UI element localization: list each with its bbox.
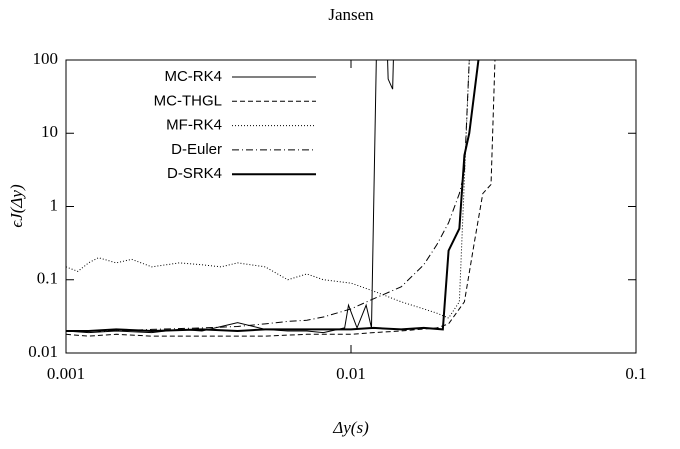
series-line	[66, 60, 470, 332]
y-tick-label: 1	[50, 195, 59, 214]
series-line	[66, 60, 470, 319]
chart-title: Jansen	[328, 5, 374, 24]
legend-label: D-Euler	[171, 141, 222, 158]
y-tick-label: 100	[33, 49, 59, 68]
y-tick-label: 0.1	[37, 269, 58, 288]
legend-label: MC-RK4	[164, 68, 222, 85]
y-tick-label: 10	[41, 122, 58, 141]
x-axis-label: Δy(s)	[332, 418, 369, 437]
legend-label: D-SRK4	[167, 165, 222, 182]
y-tick-label: 0.01	[28, 342, 58, 361]
x-tick-label: 0.1	[625, 364, 646, 383]
series-line	[66, 60, 496, 337]
legend-label: MF-RK4	[166, 117, 222, 134]
legend-label: MC-THGL	[154, 92, 222, 109]
series-line	[66, 60, 480, 332]
x-tick-label: 0.001	[47, 364, 85, 383]
plot-area	[66, 60, 496, 337]
y-axis-label: ϵJ(Δy)	[7, 184, 26, 228]
x-tick-label: 0.01	[336, 364, 366, 383]
